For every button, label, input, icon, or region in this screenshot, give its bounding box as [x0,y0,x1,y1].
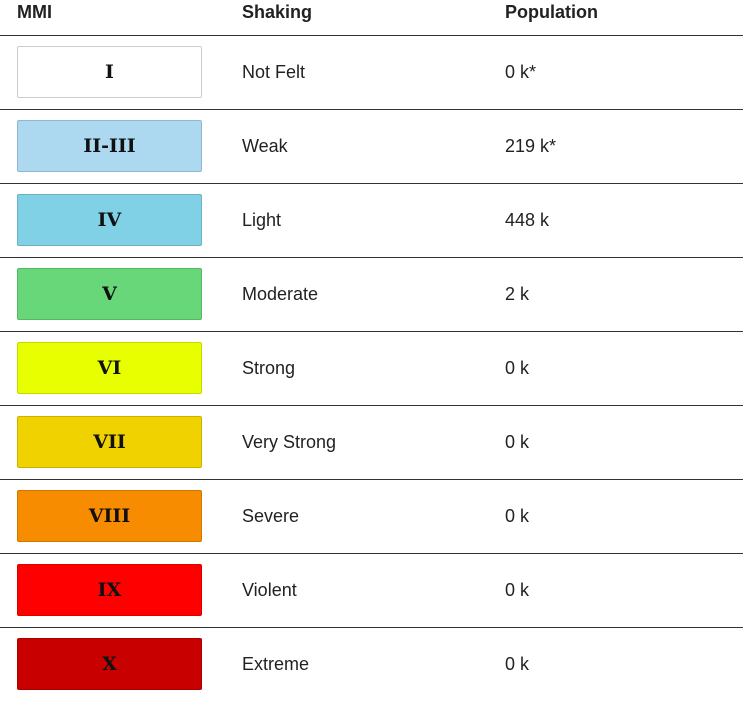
shaking-cell: Not Felt [242,62,306,82]
shaking-cell: Strong [242,358,296,378]
header-cell: Shaking [242,2,313,22]
mmi-badge: X [17,638,202,690]
table-header: MMI Shaking Population [0,0,743,36]
shaking-cell: Weak [242,136,288,156]
mmi-badge: V [17,268,202,320]
shaking-cell: Extreme [242,654,310,674]
population-cell: 2 k [505,284,530,304]
table-row: VIII Severe 0 k [0,480,743,554]
table-row: VI Strong 0 k [0,332,743,406]
table-row: IX Violent 0 k [0,554,743,628]
population-cell: 448 k [505,210,550,230]
shaking-cell: Very Strong [242,432,337,452]
population-cell: 0 k [505,358,530,378]
mmi-badge: VIII [17,490,202,542]
population-cell: 0 k [505,432,530,452]
table-row: IV Light 448 k [0,184,743,258]
table-row: X Extreme 0 k [0,628,743,701]
header-cell: MMI [17,2,52,22]
population-cell: 0 k* [505,62,537,82]
mmi-badge: VI [17,342,202,394]
shaking-cell: Severe [242,506,300,526]
population-cell: 0 k [505,580,530,600]
population-cell: 219 k* [505,136,557,156]
population-cell: 0 k [505,654,530,674]
header-cell: Population [505,2,598,22]
mmi-badge: IV [17,194,202,246]
population-cell: 0 k [505,506,530,526]
mmi-badge: II-III [17,120,202,172]
mmi-badge: VII [17,416,202,468]
table-row: V Moderate 2 k [0,258,743,332]
table-row: II-III Weak 219 k* [0,110,743,184]
table-row: I Not Felt 0 k* [0,36,743,110]
shaking-cell: Moderate [242,284,319,304]
mmi-badge: I [17,46,202,98]
mmi-badge: IX [17,564,202,616]
table-row: VII Very Strong 0 k [0,406,743,480]
shaking-cell: Violent [242,580,297,600]
shaking-cell: Light [242,210,282,230]
